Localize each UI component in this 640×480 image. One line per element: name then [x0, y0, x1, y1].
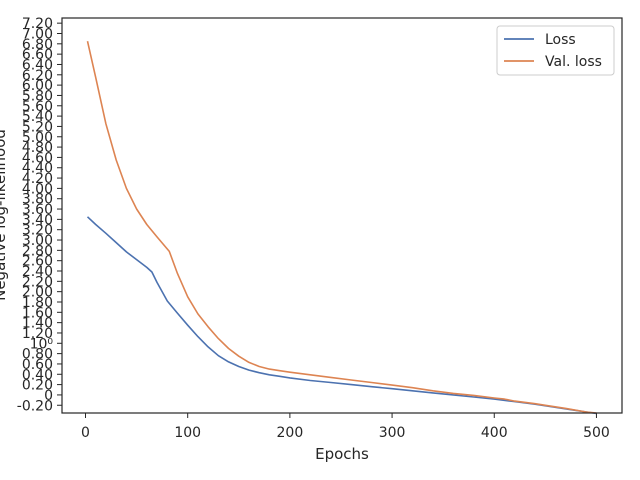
y-tick-label: 4.00	[22, 181, 53, 197]
y-tick-label: 6.60	[22, 47, 53, 63]
y-tick-label: 5.20	[22, 119, 53, 135]
x-tick-label: 100	[174, 425, 201, 441]
y-axis: -0.2000.200.400.600.8010⁰1.201.401.601.8…	[17, 16, 62, 414]
y-tick-label: 1.80	[22, 295, 53, 311]
y-tick-label: 7.00	[22, 26, 53, 42]
plot-lines	[86, 41, 597, 415]
y-tick-label: 3.20	[22, 223, 53, 239]
y-tick-label: 4.20	[22, 171, 53, 187]
legend: Loss Val. loss	[496, 25, 615, 76]
x-tick-label: 300	[379, 425, 406, 441]
y-tick-label: 7.20	[22, 16, 53, 32]
y-tick-label: 2.20	[22, 274, 53, 290]
x-axis: 0 100 200 300 400 500	[81, 413, 610, 441]
y-tick-label: 3.80	[22, 192, 53, 208]
y-tick-label: 3.40	[22, 212, 53, 228]
y-tick-label: 2.00	[22, 285, 53, 301]
y-tick-label: 4.40	[22, 161, 53, 177]
y-tick-label: 5.00	[22, 130, 53, 146]
y-tick-label: 5.80	[22, 88, 53, 104]
y-tick-label: 0.20	[22, 378, 53, 394]
series-line-loss	[86, 216, 597, 415]
y-tick-label: 1.20	[22, 326, 53, 342]
x-tick-label: 200	[277, 425, 304, 441]
y-tick-label: -0.20	[17, 398, 53, 414]
y-tick-label: 2.40	[22, 264, 53, 280]
y-tick-label: 0.60	[22, 357, 53, 373]
y-tick-label: 6.20	[22, 68, 53, 84]
y-tick-label: 1.40	[22, 316, 53, 332]
y-tick-label: 0	[44, 388, 53, 404]
y-tick-label: 4.60	[22, 150, 53, 166]
y-tick-label: 6.40	[22, 57, 53, 73]
legend-label-loss: Loss	[545, 32, 576, 48]
series-line-val-loss	[86, 41, 597, 414]
x-tick-label: 400	[481, 425, 508, 441]
y-tick-label: 1.60	[22, 305, 53, 321]
y-tick-label: 10⁰	[30, 336, 54, 352]
y-tick-label: 2.80	[22, 243, 53, 259]
y-tick-label: 6.80	[22, 37, 53, 53]
y-axis-label: Negative log-likelihood	[0, 129, 9, 301]
y-tick-label: 2.60	[22, 254, 53, 270]
y-tick-label: 6.00	[22, 78, 53, 94]
y-tick-label: 5.40	[22, 109, 53, 125]
plot-frame	[61, 17, 623, 414]
x-tick-label: 500	[583, 425, 610, 441]
x-tick-label: 0	[81, 425, 90, 441]
y-tick-label: 3.00	[22, 233, 53, 249]
legend-label-val-loss: Val. loss	[545, 54, 602, 70]
y-tick-label: 0.40	[22, 367, 53, 383]
y-tick-label: 4.80	[22, 140, 53, 156]
y-tick-label: 5.60	[22, 99, 53, 115]
x-axis-label: Epochs	[315, 445, 369, 463]
y-tick-label: 3.60	[22, 202, 53, 218]
y-tick-label: 0.80	[22, 347, 53, 363]
